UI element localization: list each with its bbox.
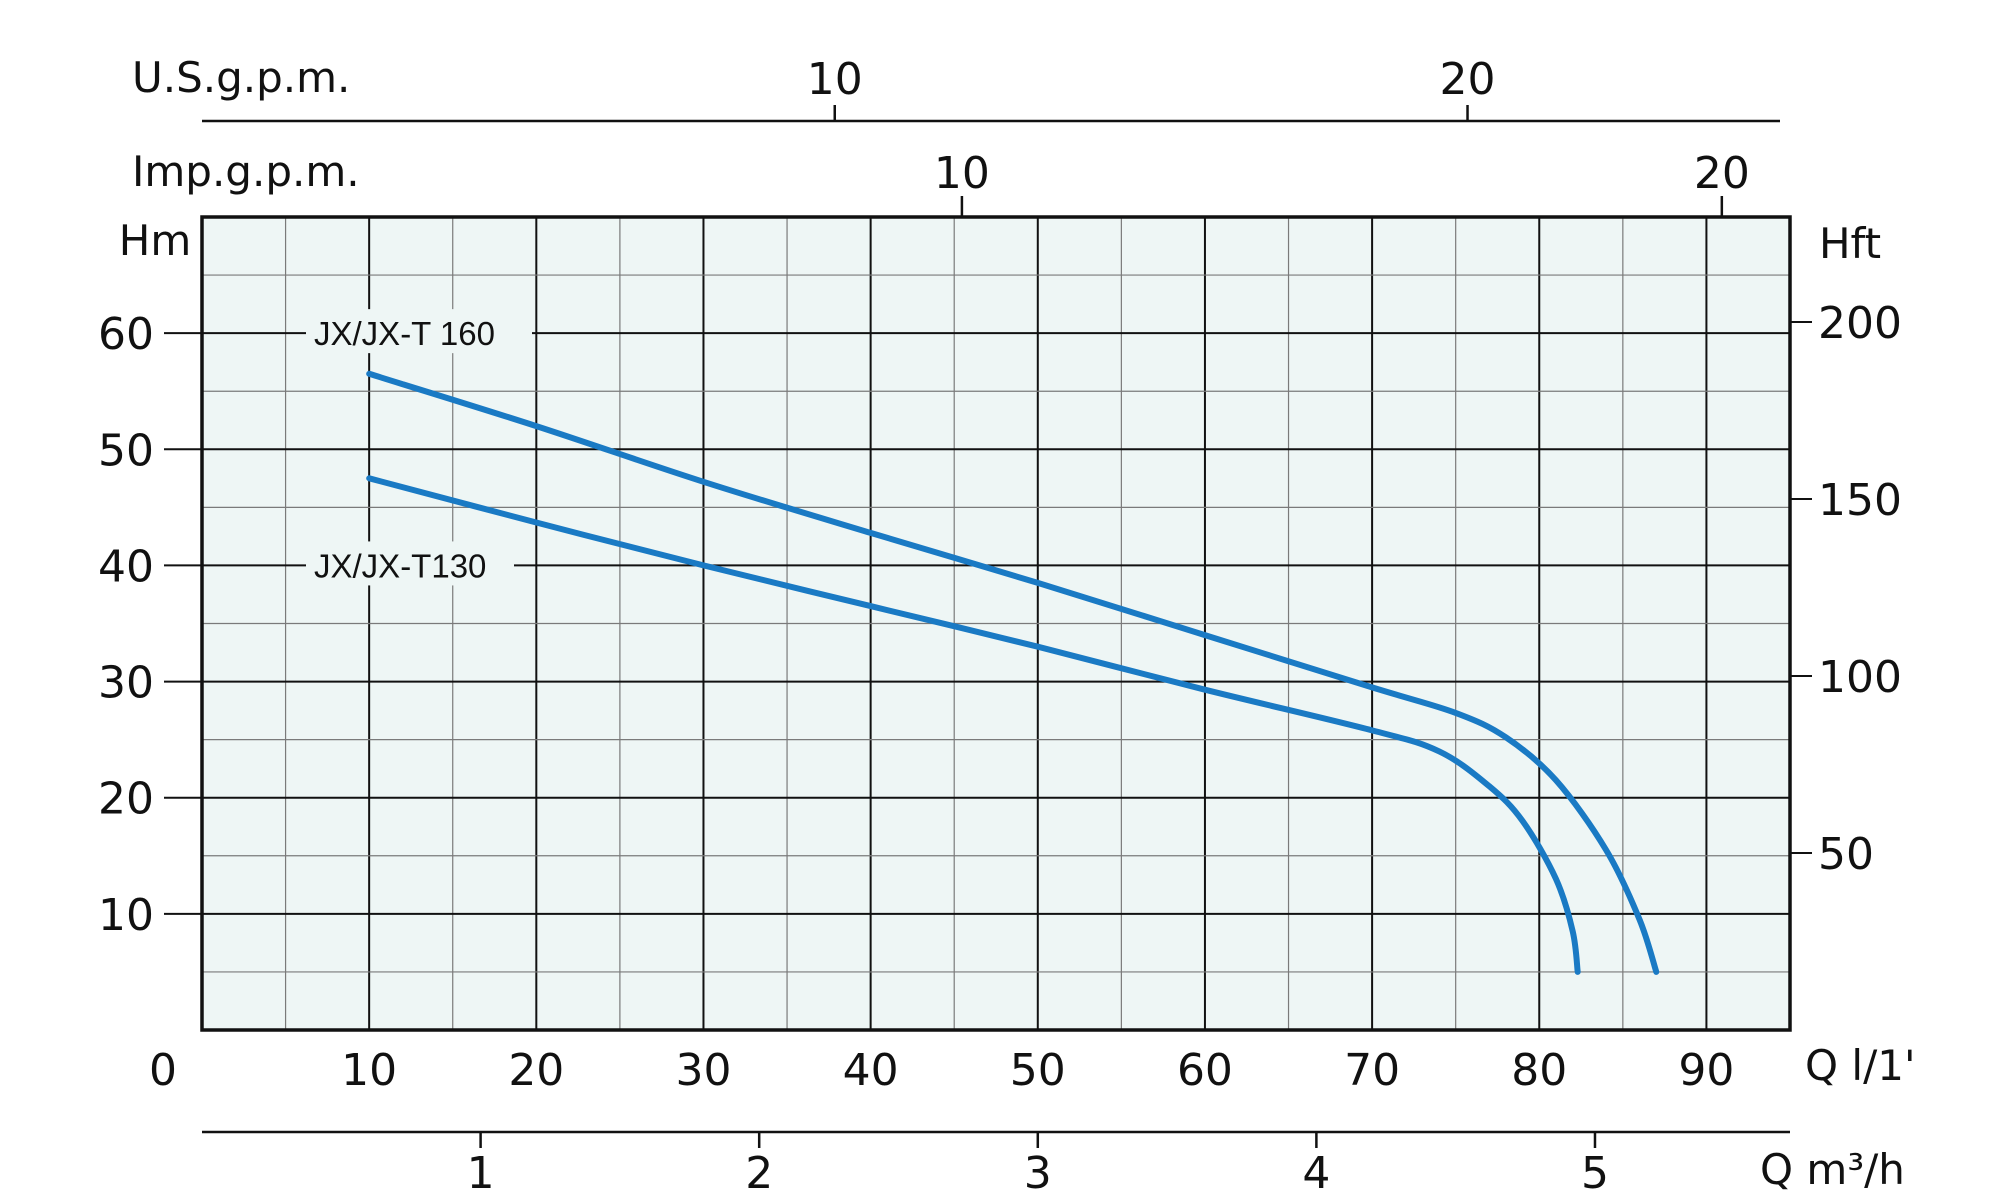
x-primary-tick-label: 60 <box>1177 1045 1233 1096</box>
x-usgpm-tick-label: 20 <box>1440 54 1496 105</box>
series-curve-1 <box>366 370 1660 975</box>
y-left-unit-label: Hm <box>119 216 192 265</box>
x-usgpm-tick-label: 10 <box>807 54 863 105</box>
x-primary-tick-label: 10 <box>341 1045 397 1096</box>
x-primary-tick-label: 40 <box>843 1045 899 1096</box>
x-m3h-tick-label: 1 <box>467 1148 495 1199</box>
series-label-background <box>306 309 532 354</box>
x-impgpm-unit-label: Imp.g.p.m. <box>132 147 360 196</box>
x-primary-tick-label: 80 <box>1511 1045 1567 1096</box>
x-m3h-tick-label: 4 <box>1302 1148 1330 1199</box>
y-right-tick-label: 200 <box>1818 298 1902 349</box>
x-primary-tick-label: 90 <box>1678 1045 1734 1096</box>
axis-layer <box>164 105 1812 1148</box>
y-left-tick-label: 60 <box>98 309 154 360</box>
y-left-tick-label: 10 <box>98 890 154 941</box>
y-right-tick-label: 50 <box>1818 829 1874 880</box>
x-primary-tick-label: 30 <box>675 1045 731 1096</box>
y-right-tick-label: 100 <box>1818 652 1902 703</box>
x-primary-tick-label: 70 <box>1344 1045 1400 1096</box>
y-right-tick-label: 150 <box>1818 475 1902 526</box>
plot-frame <box>200 215 1792 1032</box>
x-primary-tick-label: 20 <box>508 1045 564 1096</box>
x-impgpm-tick-label: 20 <box>1694 148 1750 199</box>
y-right-unit-label: Hft <box>1819 219 1881 268</box>
x-usgpm-unit-label: U.S.g.p.m. <box>132 53 350 102</box>
x-primary-unit-label: Q l/1' <box>1805 1041 1916 1090</box>
x-m3h-unit-label: Q m³/h <box>1760 1145 1905 1194</box>
x-m3h-tick-label: 5 <box>1581 1148 1609 1199</box>
text-layer: 10 20 30 40 50 60 Hm 50 100 150 200 Hft 0 10 20 30 40 50 6… <box>98 53 1916 1199</box>
y-left-tick-label: 50 <box>98 425 154 476</box>
x-primary-tick-label: 0 <box>149 1045 177 1096</box>
x-m3h-tick-label: 3 <box>1024 1148 1052 1199</box>
x-primary-tick-label: 50 <box>1010 1045 1066 1096</box>
y-left-tick-label: 30 <box>98 658 154 709</box>
series-label-1: JX/JX-T 160 <box>314 315 495 352</box>
x-m3h-tick-label: 2 <box>745 1148 773 1199</box>
series-curve-2 <box>366 475 1581 975</box>
y-left-tick-label: 20 <box>98 774 154 825</box>
y-left-tick-label: 40 <box>98 541 154 592</box>
x-impgpm-tick-label: 10 <box>934 148 990 199</box>
series-layer <box>306 309 1660 975</box>
series-label-2: JX/JX-T130 <box>314 547 486 584</box>
series-label-background <box>306 541 514 586</box>
